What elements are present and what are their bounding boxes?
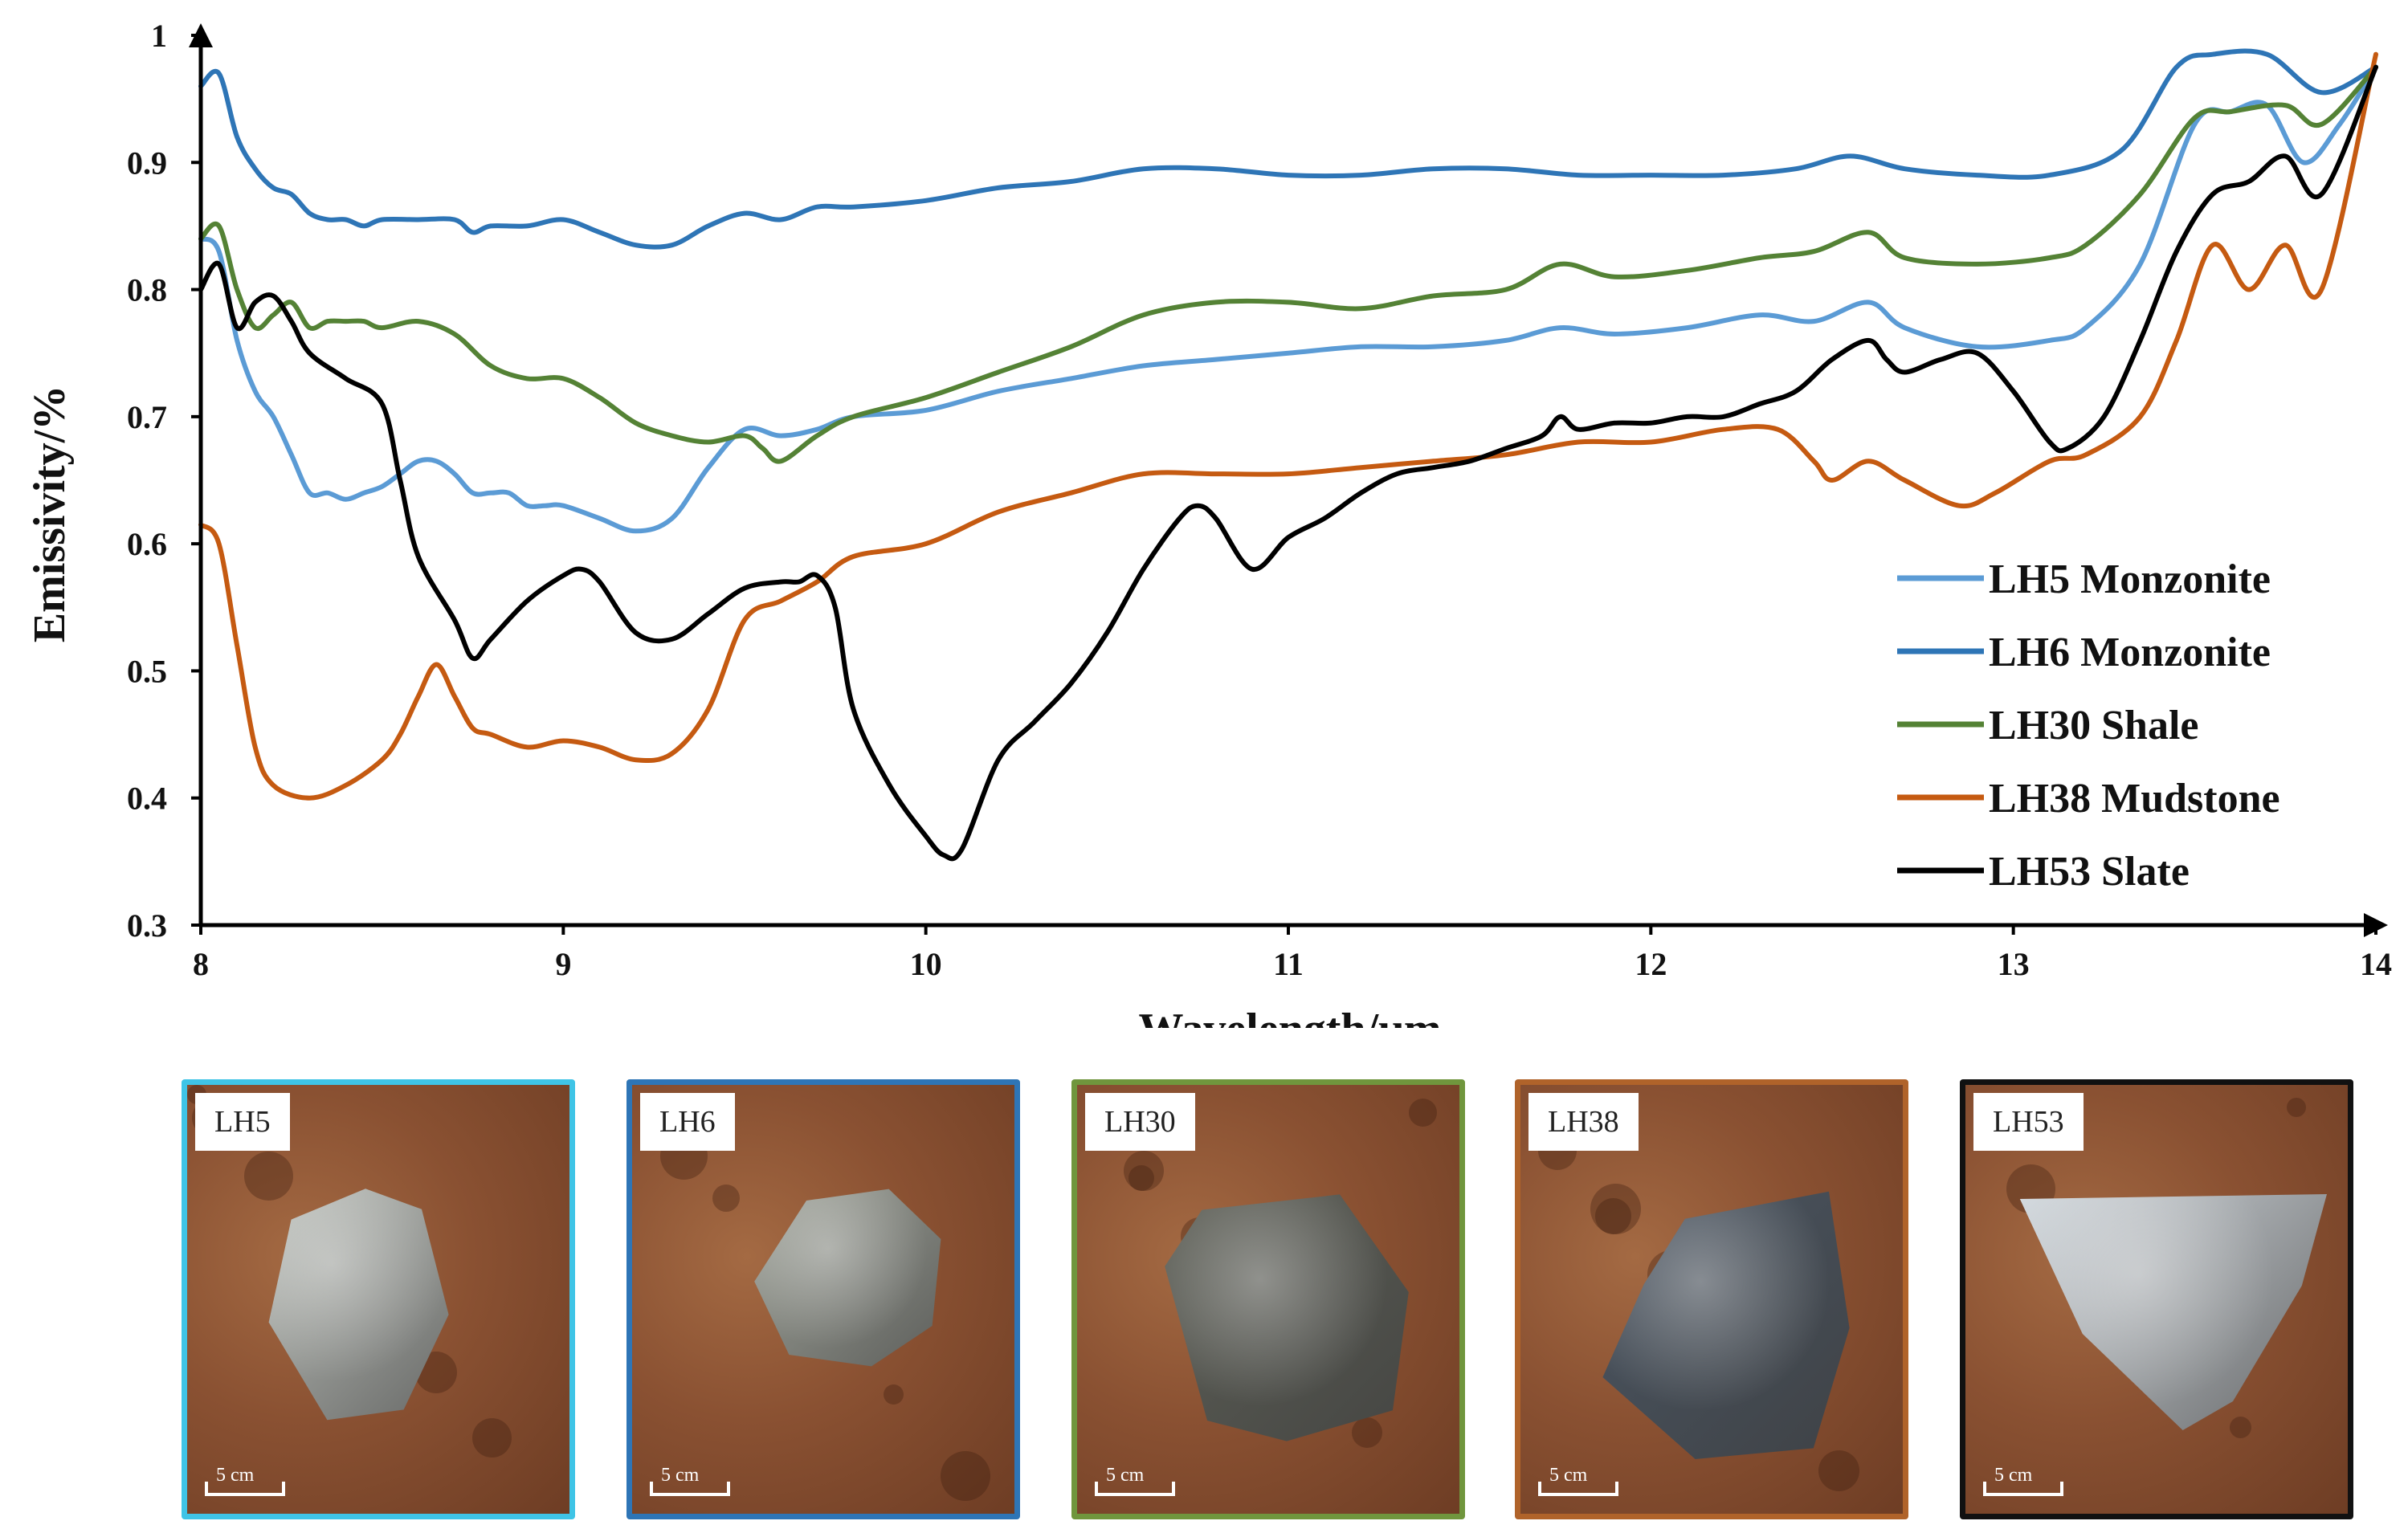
legend-label: LH5 Monzonite [1989, 557, 2271, 602]
rock-photo-lh6: LH6 5 cm [626, 1079, 1020, 1519]
x-tick-label: 12 [1635, 946, 1667, 982]
legend-label: LH38 Mudstone [1989, 776, 2280, 822]
x-tick-label: 10 [910, 946, 942, 982]
rock-photo-lh38: LH38 5 cm [1515, 1079, 1908, 1519]
soil-texture [1409, 1099, 1437, 1127]
series-line-lh53-slate [198, 64, 2378, 862]
series-layer [198, 48, 2378, 862]
series-line-lh5-monzonite [198, 64, 2378, 534]
soil-texture [2287, 1098, 2306, 1117]
y-tick-label: 0.6 [127, 526, 167, 562]
y-tick-label: 0.4 [127, 781, 167, 817]
series-line-lh38-mudstone [198, 51, 2378, 801]
x-tick-label: 9 [555, 946, 571, 982]
y-tick-label: 0.3 [127, 907, 167, 944]
scale-bar-label: 5 cm [1549, 1465, 1588, 1486]
scale-bar-label: 5 cm [1106, 1465, 1145, 1486]
series-line-lh6-monzonite [198, 48, 2378, 250]
sample-label: LH38 [1528, 1093, 1639, 1151]
rock-sample [1602, 1191, 1850, 1459]
soil-texture [2230, 1417, 2251, 1438]
x-tick-label: 14 [2360, 946, 2392, 982]
scale-bar [1538, 1482, 1618, 1496]
y-tick-label: 0.5 [127, 653, 167, 689]
sample-label: LH53 [1973, 1093, 2084, 1151]
scale-bar [650, 1482, 730, 1496]
soil-texture [472, 1418, 512, 1458]
rock-photo-lh5: LH5 5 cm [182, 1079, 575, 1519]
scale-bar [1983, 1482, 2063, 1496]
soil-texture [1352, 1417, 1382, 1448]
sample-label: LH6 [640, 1093, 735, 1151]
y-tick-label: 1 [151, 18, 167, 54]
rock-photo-lh53: LH53 5 cm [1960, 1079, 2353, 1519]
scale-bar-label: 5 cm [1994, 1465, 2033, 1486]
x-tick-labels: 8 9 10 11 12 13 14 [193, 925, 2392, 982]
soil-texture [1595, 1198, 1631, 1234]
y-tick-labels: 0.3 0.4 0.5 0.6 0.7 0.8 0.9 1 [127, 18, 201, 944]
y-tick-label: 0.9 [127, 145, 167, 181]
x-axis-title: Wavelength/μm [1138, 1005, 1441, 1028]
emissivity-chart: 8 9 10 11 12 13 14 0.3 0.4 0.5 0.6 0.7 0.8 0.9 1 Wave… [25, 18, 2392, 1028]
scale-bar-label: 5 cm [216, 1465, 255, 1486]
series-line-lh30-shale [198, 64, 2378, 464]
sample-label: LH5 [195, 1093, 290, 1151]
soil-texture [1818, 1450, 1859, 1491]
legend-label: LH30 Shale [1989, 703, 2199, 748]
x-tick-label: 13 [1998, 946, 2030, 982]
x-tick-label: 8 [193, 946, 209, 982]
y-tick-label: 0.8 [127, 272, 167, 308]
rock-photo-lh30: LH30 5 cm [1071, 1079, 1465, 1519]
scale-bar-label: 5 cm [661, 1465, 700, 1486]
soil-texture [941, 1451, 990, 1501]
sample-label: LH30 [1085, 1093, 1195, 1151]
rock-sample [1165, 1194, 1409, 1441]
soil-texture [884, 1384, 904, 1405]
y-tick-label: 0.7 [127, 399, 167, 435]
y-axis-title: Emissivity/% [25, 385, 75, 642]
legend: LH5 Monzonite LH6 Monzonite LH30 Shale LH38… [1897, 557, 2280, 895]
rock-sample [2019, 1194, 2327, 1430]
x-tick-label: 11 [1273, 946, 1304, 982]
legend-label: LH6 Monzonite [1989, 630, 2271, 675]
rock-sample [754, 1189, 941, 1367]
scale-bar [205, 1482, 285, 1496]
soil-texture [1128, 1165, 1154, 1191]
soil-texture [712, 1184, 740, 1212]
soil-texture [244, 1152, 293, 1201]
scale-bar [1095, 1482, 1175, 1496]
legend-label: LH53 Slate [1989, 849, 2190, 895]
soil-texture [1124, 1151, 1164, 1191]
soil-texture [1590, 1184, 1641, 1234]
